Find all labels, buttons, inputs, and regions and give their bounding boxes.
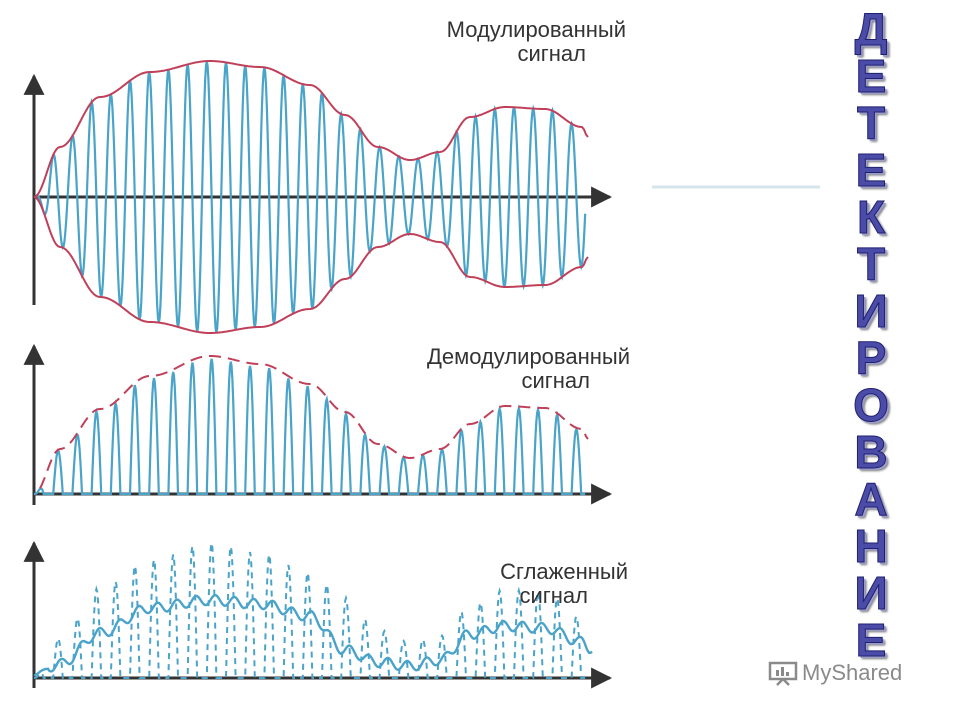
vertical-title-letter: Е <box>855 614 887 666</box>
modulated-wave <box>33 60 587 333</box>
vertical-title-letter: К <box>856 191 886 243</box>
modulated-label-line2: сигнал <box>517 41 586 66</box>
demodulated-wave <box>34 358 586 496</box>
modulated-panel <box>23 60 613 334</box>
demodulated-label-line2: сигнал <box>521 368 590 393</box>
smoothed-curve <box>33 593 593 677</box>
vertical-title-letter: И <box>854 567 888 619</box>
watermark-text: MyShared <box>802 660 903 685</box>
modulated-label-line1: Модулированный <box>446 17 626 42</box>
modulated-envelope-bottom <box>33 196 589 334</box>
smoothed-dashed-pulses <box>34 542 586 679</box>
watermark: MyShared <box>768 660 902 686</box>
vertical-title-letter: В <box>854 426 888 478</box>
vertical-title-letter: Т <box>856 238 886 290</box>
demodulated-panel <box>23 343 613 505</box>
smoothed-label-line2: сигнал <box>519 583 588 608</box>
vertical-title-letter: Н <box>854 520 888 572</box>
modulated-label: Модулированный сигнал <box>447 18 626 66</box>
vertical-title-letter: Т <box>856 97 886 149</box>
modulated-envelope-top <box>33 60 589 198</box>
demodulated-envelope <box>39 355 589 489</box>
vertical-title-letter: Д <box>854 6 888 55</box>
smoothed-label: Сглаженный сигнал <box>500 560 628 608</box>
demodulated-label-line1: Демодулированный <box>426 344 630 369</box>
demodulated-label: Демодулированный сигнал <box>427 345 630 393</box>
vertical-title-letter: А <box>854 473 888 525</box>
smoothed-panel <box>23 540 613 689</box>
vertical-title-letter: Е <box>855 50 887 102</box>
presentation-icon <box>768 661 798 686</box>
smoothed-label-line1: Сглаженный <box>500 559 628 584</box>
vertical-title-letter: Р <box>855 332 887 384</box>
vertical-title-letter: О <box>853 379 890 431</box>
vertical-title-letter: Е <box>855 144 887 196</box>
vertical-title-letter: И <box>854 285 888 337</box>
